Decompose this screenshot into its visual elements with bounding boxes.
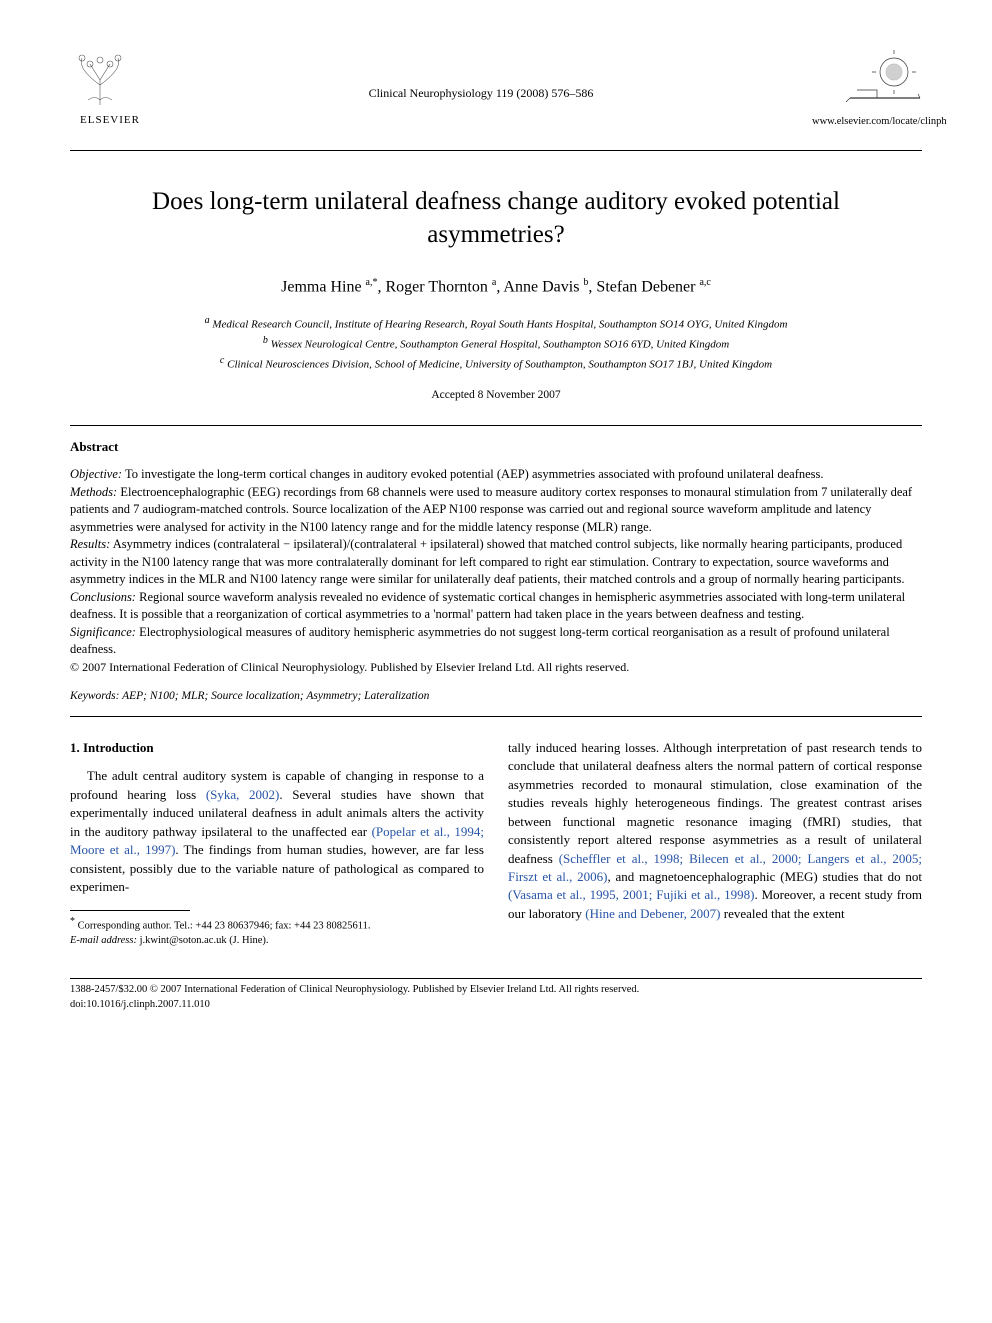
publisher-logo: ELSEVIER xyxy=(70,50,150,130)
abstract-methods: Methods: Electroencephalographic (EEG) r… xyxy=(70,484,922,537)
authors: Jemma Hine a,*, Roger Thornton a, Anne D… xyxy=(70,276,922,299)
abstract-heading: Abstract xyxy=(70,438,922,456)
body-columns: 1. Introduction The adult central audito… xyxy=(70,739,922,948)
section-heading-intro: 1. Introduction xyxy=(70,739,484,757)
abstract-significance: Significance: Electrophysiological measu… xyxy=(70,624,922,659)
publisher-name: ELSEVIER xyxy=(70,113,150,128)
footer-doi: doi:10.1016/j.clinph.2007.11.010 xyxy=(70,998,922,1013)
abstract-results: Results: Asymmetry indices (contralatera… xyxy=(70,536,922,589)
keywords: Keywords: AEP; N100; MLR; Source localiz… xyxy=(70,688,922,704)
abstract-rule-bottom xyxy=(70,716,922,717)
intro-paragraph-1: The adult central auditory system is cap… xyxy=(70,767,484,896)
article-title: Does long-term unilateral deafness chang… xyxy=(110,186,882,251)
journal-logo-block: www.elsevier.com/locate/clinph xyxy=(812,50,922,130)
page-footer: 1388-2457/$32.00 © 2007 International Fe… xyxy=(70,978,922,1012)
abstract-conclusions: Conclusions: Regional source waveform an… xyxy=(70,589,922,624)
abstract-copyright: © 2007 International Federation of Clini… xyxy=(70,659,922,676)
journal-compass-icon xyxy=(842,50,922,105)
affiliation-b: b Wessex Neurological Centre, Southampto… xyxy=(70,333,922,353)
citation: (Syka, 2002) xyxy=(206,787,280,802)
journal-url: www.elsevier.com/locate/clinph xyxy=(812,115,922,130)
header-rule xyxy=(70,150,922,151)
footer-copyright: 1388-2457/$32.00 © 2007 International Fe… xyxy=(70,983,922,998)
citation: (Vasama et al., 1995, 2001; Fujiki et al… xyxy=(508,887,754,902)
footnote-rule xyxy=(70,910,190,911)
citation: (Hine and Debener, 2007) xyxy=(585,906,720,921)
elsevier-tree-icon xyxy=(70,50,130,105)
journal-reference: Clinical Neurophysiology 119 (2008) 576–… xyxy=(150,50,812,102)
intro-paragraph-2: tally induced hearing losses. Although i… xyxy=(508,739,922,924)
affiliation-a: a Medical Research Council, Institute of… xyxy=(70,313,922,333)
accepted-date: Accepted 8 November 2007 xyxy=(70,387,922,403)
affiliation-c: c Clinical Neurosciences Division, Schoo… xyxy=(70,353,922,373)
abstract-rule-top xyxy=(70,425,922,426)
page-header: ELSEVIER Clinical Neurophysiology 119 (2… xyxy=(70,50,922,130)
affiliations: a Medical Research Council, Institute of… xyxy=(70,313,922,373)
abstract-objective: Objective: To investigate the long-term … xyxy=(70,466,922,484)
corresponding-author-footnote: * Corresponding author. Tel.: +44 23 806… xyxy=(70,915,484,948)
abstract-body: Objective: To investigate the long-term … xyxy=(70,466,922,675)
